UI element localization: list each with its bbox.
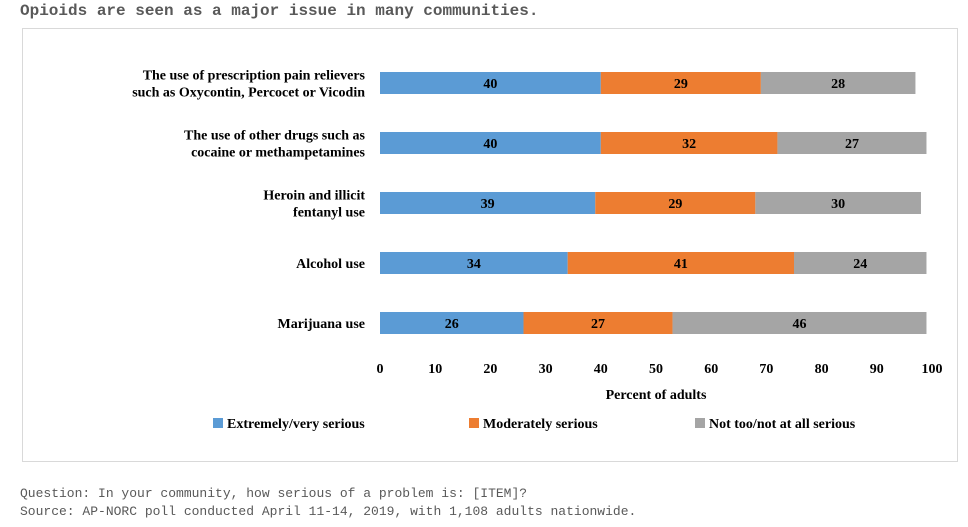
bar-segment bbox=[760, 72, 916, 94]
bar-segment bbox=[595, 192, 756, 214]
data-label: 27 bbox=[845, 137, 859, 152]
legend-label: Not too/not at all serious bbox=[709, 417, 856, 432]
x-tick-label: 70 bbox=[759, 362, 773, 377]
data-label: 39 bbox=[481, 197, 495, 212]
category-label: fentanyl use bbox=[293, 206, 365, 221]
bar-segment bbox=[380, 192, 596, 214]
bar-segment bbox=[600, 72, 761, 94]
data-label: 40 bbox=[483, 137, 497, 152]
category-label: Heroin and illicit bbox=[263, 189, 365, 204]
data-label: 41 bbox=[674, 257, 688, 272]
x-tick-label: 90 bbox=[870, 362, 884, 377]
category-label: The use of prescription pain relievers bbox=[143, 69, 366, 84]
x-tick-label: 20 bbox=[483, 362, 497, 377]
legend-label: Moderately serious bbox=[483, 417, 598, 432]
legend-swatch bbox=[695, 418, 705, 428]
bar-segment bbox=[567, 252, 794, 274]
bar-segment bbox=[777, 132, 927, 154]
x-axis-title: Percent of adults bbox=[606, 388, 707, 403]
category-label: Alcohol use bbox=[296, 257, 365, 272]
data-label: 26 bbox=[445, 317, 459, 332]
legend-swatch bbox=[213, 418, 223, 428]
bar-segment bbox=[794, 252, 927, 274]
data-label: 29 bbox=[668, 197, 682, 212]
chart-headline: Opioids are seen as a major issue in man… bbox=[20, 2, 539, 20]
category-label: cocaine or methampetamines bbox=[191, 146, 365, 161]
data-label: 27 bbox=[591, 317, 605, 332]
data-label: 34 bbox=[467, 257, 481, 272]
x-tick-label: 50 bbox=[649, 362, 663, 377]
x-tick-label: 30 bbox=[539, 362, 553, 377]
bar-segment bbox=[380, 252, 568, 274]
data-label: 46 bbox=[793, 317, 807, 332]
bar-segment bbox=[755, 192, 921, 214]
question-footnote: Question: In your community, how serious… bbox=[20, 486, 528, 501]
bar-segment bbox=[380, 132, 601, 154]
x-tick-label: 10 bbox=[428, 362, 442, 377]
x-tick-label: 0 bbox=[377, 362, 384, 377]
bar-segment bbox=[523, 312, 673, 334]
bar-segment bbox=[672, 312, 927, 334]
legend-label: Extremely/very serious bbox=[227, 417, 365, 432]
category-label: The use of other drugs such as bbox=[184, 129, 366, 144]
bar-segment bbox=[380, 312, 524, 334]
data-label: 40 bbox=[483, 77, 497, 92]
category-label: such as Oxycontin, Percocet or Vicodin bbox=[132, 86, 365, 101]
data-label: 29 bbox=[674, 77, 688, 92]
chart-frame bbox=[22, 28, 958, 462]
x-tick-label: 60 bbox=[704, 362, 718, 377]
source-footnote: Source: AP-NORC poll conducted April 11-… bbox=[20, 504, 637, 519]
legend-swatch bbox=[469, 418, 479, 428]
data-label: 24 bbox=[853, 257, 867, 272]
data-label: 30 bbox=[831, 197, 845, 212]
bar-segment bbox=[380, 72, 601, 94]
x-tick-label: 100 bbox=[922, 362, 943, 377]
data-label: 28 bbox=[831, 77, 845, 92]
category-label: Marijuana use bbox=[278, 317, 366, 332]
bar-segment bbox=[600, 132, 778, 154]
data-label: 32 bbox=[682, 137, 696, 152]
x-tick-label: 40 bbox=[594, 362, 608, 377]
x-tick-label: 80 bbox=[815, 362, 829, 377]
